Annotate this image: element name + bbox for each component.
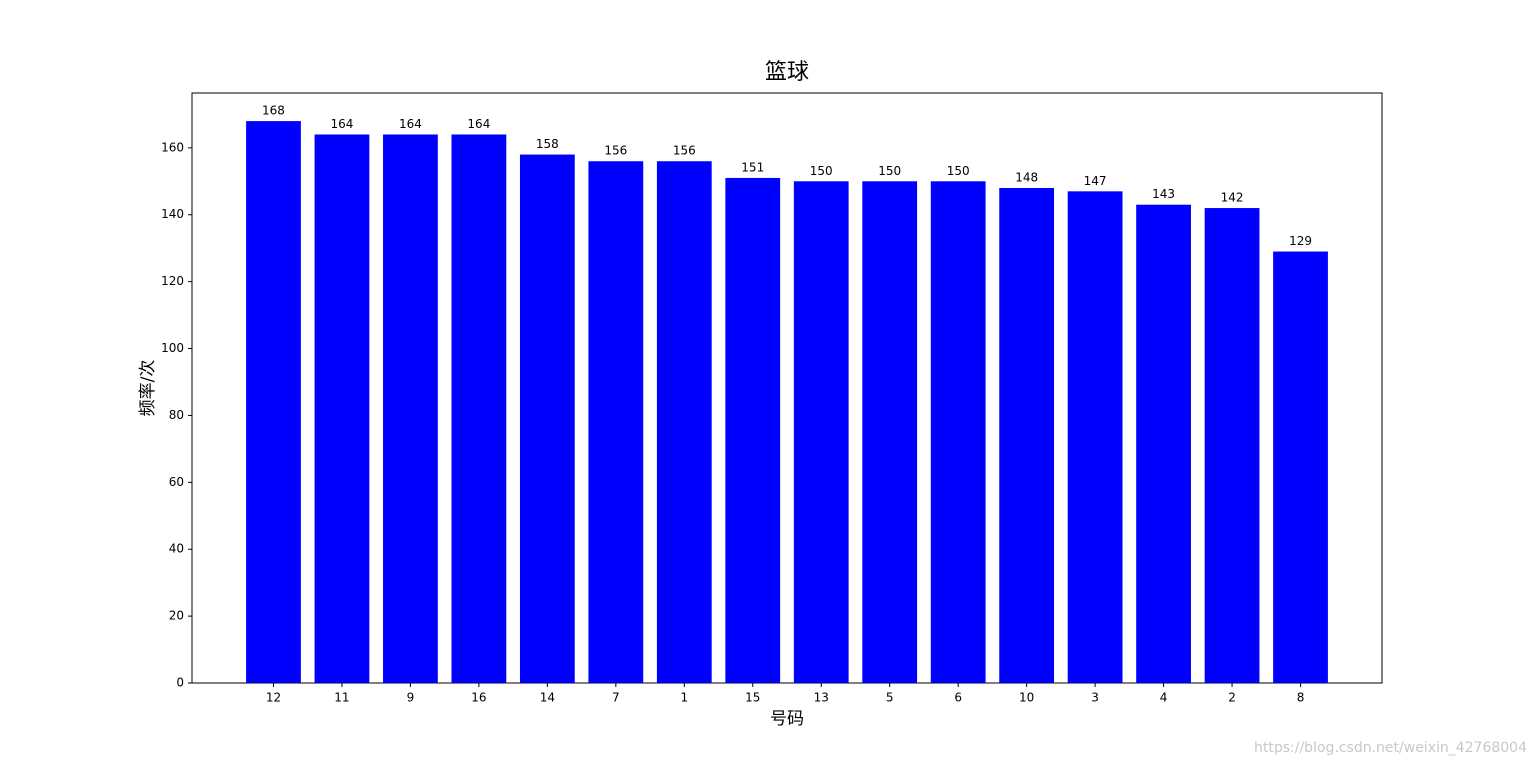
x-tick-label: 10 [1019,691,1034,705]
y-tick-label: 120 [161,274,184,288]
x-tick-label: 12 [266,691,281,705]
value-label: 150 [878,164,901,178]
value-label: 164 [467,117,490,131]
bar [725,177,781,683]
x-tick-label: 7 [612,691,620,705]
bar [862,181,918,683]
y-tick-label: 40 [169,542,184,556]
value-label: 150 [810,164,833,178]
value-label: 156 [604,144,627,158]
value-label: 156 [673,144,696,158]
value-label: 164 [330,117,353,131]
bar [383,134,438,683]
x-tick-label: 5 [886,691,894,705]
bar [656,161,712,683]
y-tick-label: 0 [176,676,184,690]
x-tick-label: 1 [680,691,688,705]
value-label: 142 [1221,191,1244,205]
y-axis-label: 频率/次 [138,360,158,417]
value-label: 168 [262,104,285,118]
plot-frame [191,92,1383,684]
bar [451,134,507,683]
y-tick-label: 60 [169,475,184,489]
y-tick-label: 80 [169,408,184,422]
value-label: 129 [1289,234,1312,248]
value-label: 151 [741,160,764,174]
value-label: 150 [947,164,970,178]
bar [314,134,370,683]
x-tick-label: 8 [1297,691,1305,705]
y-tick-label: 140 [161,207,184,221]
x-tick-label: 14 [540,691,555,705]
value-label: 147 [1084,174,1107,188]
bar [588,161,644,683]
x-tick-label: 15 [745,691,760,705]
y-tick-label: 100 [161,341,184,355]
y-tick-label: 160 [161,140,184,154]
bar [1273,251,1328,683]
x-tick-label: 4 [1160,691,1168,705]
x-axis-label: 号码 [770,709,804,729]
x-tick-label: 3 [1091,691,1099,705]
value-label: 143 [1152,187,1175,201]
y-tick-label: 20 [169,609,184,623]
bar [1067,191,1123,684]
bar [519,154,575,684]
value-label: 158 [536,137,559,151]
x-tick-label: 13 [814,691,829,705]
x-tick-label: 16 [471,691,486,705]
value-label: 148 [1015,170,1038,184]
bar [246,121,301,684]
x-tick-label: 2 [1228,691,1236,705]
bar [930,181,986,683]
watermark: https://blog.csdn.net/weixin_42768004 [1254,740,1527,756]
bar [793,181,849,683]
bar [1204,208,1260,683]
x-tick-label: 9 [407,691,415,705]
bar [999,187,1055,684]
bar [1136,204,1191,683]
chart-title: 篮球 [765,60,809,85]
value-label: 164 [399,117,422,131]
x-tick-label: 6 [954,691,962,705]
x-tick-label: 11 [334,691,349,705]
